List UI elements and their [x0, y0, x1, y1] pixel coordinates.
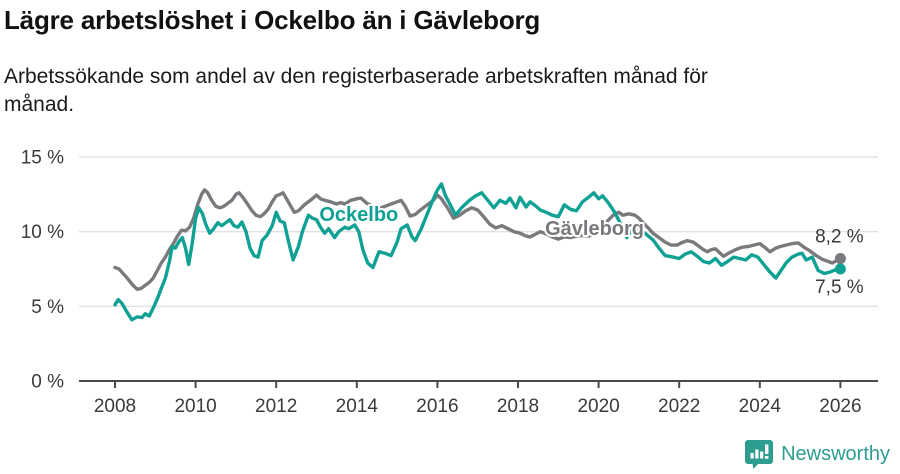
ockelbo-end-dot: [834, 263, 846, 275]
x-tick-label-2022: 2022: [658, 396, 700, 417]
y-tick-label-10: 10 %: [21, 222, 64, 243]
brand-name: Newsworthy: [781, 442, 890, 465]
gävleborg-line: [113, 188, 843, 291]
x-tick-label-2026: 2026: [819, 396, 861, 417]
x-tick-label-2010: 2010: [174, 396, 216, 417]
x-tick-label-2016: 2016: [416, 396, 458, 417]
gävleborg-end-dot: [834, 253, 846, 265]
chart-canvas: 0 % 5 % 10 % 15 % 2008 2010 2012 2014 2016 2018 20…: [21, 148, 878, 417]
chart-subtitle: Arbetssökande som andel av den registerb…: [4, 63, 708, 119]
gävleborg-series-label: Gävleborg: [545, 218, 644, 240]
gävleborg-end-value-label: 8,2 %: [815, 227, 864, 248]
page-title: Lägre arbetslöshet i Ockelbo än i Gävleb…: [4, 5, 541, 35]
x-tick-label-2012: 2012: [255, 396, 297, 417]
y-tick-label-0: 0 %: [31, 372, 64, 393]
x-tick-label-2020: 2020: [577, 396, 619, 417]
x-tick-label-2008: 2008: [94, 396, 136, 417]
subtitle-line-1: Arbetssökande som andel av den registerb…: [4, 65, 708, 88]
brand-footer: Newsworthy: [744, 437, 890, 471]
y-tick-label-15: 15 %: [21, 148, 64, 169]
chart-area: 0 % 5 % 10 % 15 % 2008 2010 2012 2014 2016 2018 20…: [0, 133, 900, 433]
x-tick-label-2014: 2014: [336, 396, 379, 417]
ockelbo-series-label: Ockelbo: [319, 204, 398, 226]
x-tick-label-2024: 2024: [739, 396, 782, 417]
subtitle-line-2: månad.: [4, 92, 75, 116]
y-tick-label-5: 5 %: [31, 297, 64, 318]
newsworthy-chart-bubble-icon: [744, 439, 774, 470]
ockelbo-line: [113, 182, 843, 322]
x-tick-label-2018: 2018: [497, 396, 539, 417]
ockelbo-end-value-label: 7,5 %: [815, 277, 864, 298]
